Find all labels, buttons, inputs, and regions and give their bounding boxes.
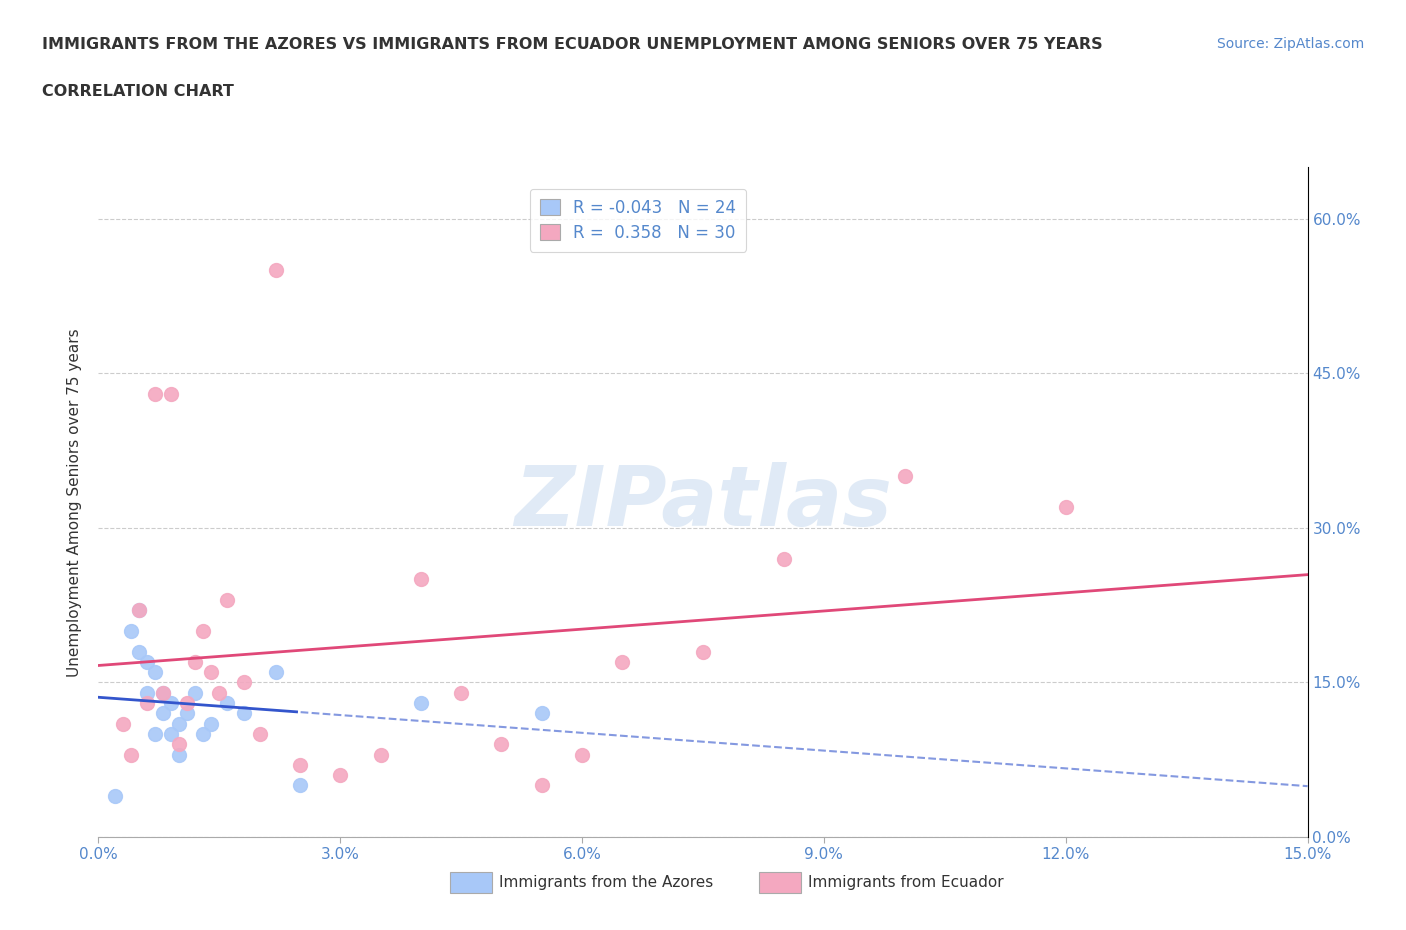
Point xyxy=(167,716,190,731)
Point xyxy=(128,603,150,618)
Point xyxy=(167,737,190,751)
Text: Immigrants from the Azores: Immigrants from the Azores xyxy=(499,875,713,890)
Point xyxy=(571,747,593,762)
Point xyxy=(772,551,794,566)
Text: Source: ZipAtlas.com: Source: ZipAtlas.com xyxy=(1216,37,1364,51)
Point xyxy=(143,387,166,402)
Point xyxy=(288,757,311,772)
Point xyxy=(184,655,207,670)
Point xyxy=(128,644,150,659)
Point xyxy=(176,696,198,711)
Point xyxy=(450,685,472,700)
Point xyxy=(111,716,134,731)
Point xyxy=(167,747,190,762)
Point xyxy=(893,469,915,484)
Point xyxy=(193,726,215,741)
Point xyxy=(152,706,174,721)
Point xyxy=(264,263,287,278)
Point xyxy=(370,747,392,762)
Text: IMMIGRANTS FROM THE AZORES VS IMMIGRANTS FROM ECUADOR UNEMPLOYMENT AMONG SENIORS: IMMIGRANTS FROM THE AZORES VS IMMIGRANTS… xyxy=(42,37,1102,52)
Point xyxy=(491,737,513,751)
Point xyxy=(143,726,166,741)
Point xyxy=(200,665,222,680)
Legend: R = -0.043   N = 24, R =  0.358   N = 30: R = -0.043 N = 24, R = 0.358 N = 30 xyxy=(530,189,747,252)
Point xyxy=(193,623,215,638)
Point xyxy=(530,706,553,721)
Point xyxy=(612,655,634,670)
Point xyxy=(184,685,207,700)
Point xyxy=(264,665,287,680)
Point xyxy=(200,716,222,731)
Point xyxy=(120,623,142,638)
Point xyxy=(160,387,183,402)
Point xyxy=(409,696,432,711)
Point xyxy=(103,789,125,804)
Point xyxy=(152,685,174,700)
Text: ZIPatlas: ZIPatlas xyxy=(515,461,891,543)
Point xyxy=(135,696,157,711)
Point xyxy=(232,675,254,690)
Point xyxy=(1054,500,1077,515)
Point xyxy=(329,768,352,783)
Point xyxy=(249,726,271,741)
Point xyxy=(530,778,553,793)
Point xyxy=(120,747,142,762)
Text: CORRELATION CHART: CORRELATION CHART xyxy=(42,84,233,99)
Point xyxy=(217,696,239,711)
Point xyxy=(217,592,239,607)
Point xyxy=(232,706,254,721)
Point xyxy=(176,706,198,721)
Text: Immigrants from Ecuador: Immigrants from Ecuador xyxy=(808,875,1004,890)
Point xyxy=(135,685,157,700)
Point xyxy=(160,726,183,741)
Y-axis label: Unemployment Among Seniors over 75 years: Unemployment Among Seniors over 75 years xyxy=(67,328,83,676)
Point xyxy=(152,685,174,700)
Point xyxy=(135,655,157,670)
Point xyxy=(128,603,150,618)
Point xyxy=(288,778,311,793)
Point xyxy=(143,665,166,680)
Point xyxy=(692,644,714,659)
Point xyxy=(409,572,432,587)
Point xyxy=(160,696,183,711)
Point xyxy=(208,685,231,700)
